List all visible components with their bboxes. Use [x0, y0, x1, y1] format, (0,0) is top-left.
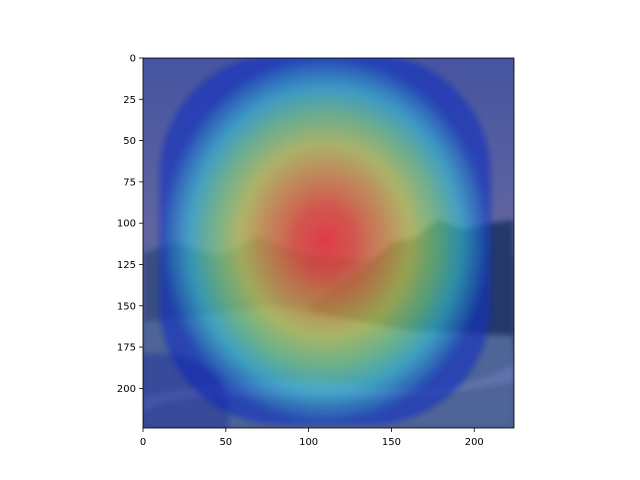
x-axis: 0 50 100 150 200: [140, 428, 484, 448]
y-tick-label: 0: [130, 54, 136, 65]
x-tick-label: 150: [382, 437, 401, 448]
x-tick-label: 50: [219, 437, 232, 448]
y-tick-label: 100: [117, 219, 136, 230]
y-axis: 0 25 50 75 100 125 150 175 200: [117, 54, 143, 395]
y-tick-label: 175: [117, 343, 136, 354]
y-tick-label: 50: [123, 136, 136, 147]
heat-cold-corner: [143, 353, 230, 428]
x-tick-label: 100: [299, 437, 318, 448]
heat-hotspot: [159, 58, 491, 425]
plot-frame: [142, 57, 515, 429]
y-tick-label: 25: [123, 95, 136, 106]
x-tick-label: 200: [465, 437, 484, 448]
y-tick-label: 75: [123, 177, 136, 188]
y-tick-label: 150: [117, 301, 136, 312]
x-tick-label: 0: [140, 437, 146, 448]
attention-heatmap: [143, 58, 514, 428]
plot-area: [143, 58, 514, 428]
y-tick-label: 200: [117, 384, 136, 395]
y-tick-label: 125: [117, 260, 136, 271]
